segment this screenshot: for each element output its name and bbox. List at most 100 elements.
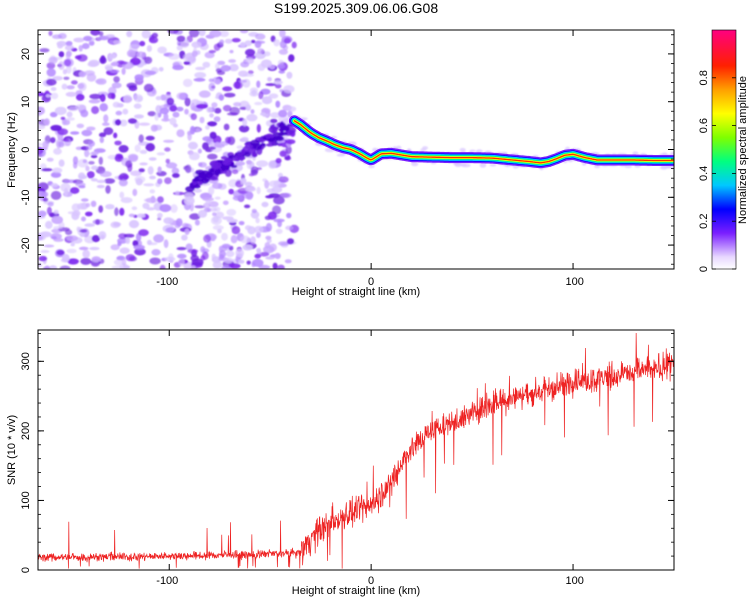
noise-blob (112, 40, 122, 45)
noise-blob (223, 123, 230, 131)
noise-blob (85, 165, 90, 172)
ridge-halo (368, 165, 375, 169)
noise-blob (60, 182, 71, 192)
colorbar-tick-0: 0 (698, 266, 710, 272)
noise-blob (81, 129, 93, 137)
noise-blob (157, 212, 163, 218)
noise-blob (118, 145, 129, 153)
noise-blob (244, 48, 256, 57)
noise-blob (88, 99, 101, 104)
noise-blob (38, 91, 44, 97)
noise-blob (219, 250, 226, 258)
noise-blob (286, 238, 295, 245)
noise-blob (238, 221, 245, 226)
noise-blob (119, 191, 125, 199)
noise-blob (254, 101, 263, 106)
streak-blob (279, 128, 285, 133)
noise-blob (288, 54, 295, 62)
noise-blob (157, 46, 167, 54)
noise-blob (239, 235, 250, 244)
noise-blob (257, 48, 265, 55)
noise-blob (205, 200, 212, 205)
noise-blob (279, 150, 287, 157)
noise-blob (213, 206, 221, 212)
noise-blob (67, 258, 79, 265)
noise-blob (208, 82, 216, 92)
ridge-halo (454, 162, 462, 168)
noise-blob (287, 110, 293, 118)
noise-blob (119, 61, 128, 65)
noise-blob (95, 219, 100, 225)
noise-blob (214, 107, 222, 114)
noise-blob (169, 105, 178, 112)
tick-label-top-y-20: 20 (20, 48, 32, 60)
noise-blob (228, 263, 241, 269)
noise-blob (202, 197, 214, 202)
streak-blob (209, 177, 219, 181)
noise-blob (254, 253, 261, 259)
noise-blob (50, 92, 59, 100)
noise-blob (225, 250, 235, 258)
noise-blob (291, 41, 297, 49)
noise-blob (52, 167, 63, 174)
noise-blob (71, 80, 78, 85)
noise-blob (53, 148, 62, 155)
colorbar-tick-0.8: 0.8 (698, 70, 710, 85)
noise-blob (242, 73, 255, 77)
noise-blob (190, 265, 196, 269)
tick-label-bot-y-300: 300 (20, 352, 32, 370)
tick-label-top-y-0: 0 (20, 147, 32, 153)
noise-blob (176, 247, 187, 251)
noise-blob (198, 90, 211, 98)
noise-blob (265, 256, 275, 260)
noise-blob (187, 249, 199, 254)
noise-blob (52, 76, 63, 81)
noise-blob (212, 225, 224, 231)
tick-label-bot-x-neg100: -100 (156, 575, 178, 587)
noise-blob (95, 78, 107, 85)
bottom-x-ticks (168, 330, 574, 570)
noise-blob (118, 179, 128, 187)
noise-blob (133, 103, 142, 109)
noise-blob (78, 174, 88, 180)
noise-blob (275, 228, 283, 234)
ridge-halo (624, 165, 632, 169)
noise-blob (159, 204, 172, 213)
noise-blob (81, 198, 89, 202)
noise-blob (281, 192, 292, 199)
noise-blob (155, 96, 162, 101)
noise-blob (117, 241, 122, 247)
noise-blob (87, 61, 99, 67)
noise-blob (207, 146, 216, 150)
noise-blob (264, 180, 270, 189)
noise-blob (88, 161, 95, 165)
noise-blob (240, 178, 246, 185)
noise-blob (222, 200, 229, 206)
tick-label-top-y-10: 10 (20, 96, 32, 108)
noise-blob (144, 70, 157, 76)
noise-blob (275, 100, 281, 108)
noise-blob (184, 97, 191, 107)
noise-blob (40, 191, 49, 198)
noise-blob (114, 154, 124, 162)
noise-blob (235, 248, 244, 258)
noise-blob (193, 77, 206, 82)
noise-blob (122, 108, 129, 115)
noise-blob (63, 58, 74, 67)
noise-blob (109, 69, 120, 74)
noise-blob (223, 92, 236, 98)
noise-blob (244, 204, 251, 209)
noise-blob (250, 109, 255, 114)
noise-blob (229, 49, 234, 54)
noise-blob (39, 231, 52, 238)
noise-blob (134, 74, 144, 81)
noise-blob (185, 243, 193, 251)
noise-blob (224, 169, 232, 177)
noise-blob (250, 166, 259, 174)
noise-blob (98, 132, 107, 138)
noise-blob (76, 226, 81, 232)
noise-blob (224, 257, 234, 264)
noise-blob (38, 142, 43, 147)
top-x-axis-label: Height of straight line (km) (292, 286, 420, 298)
noise-blob (120, 197, 133, 204)
